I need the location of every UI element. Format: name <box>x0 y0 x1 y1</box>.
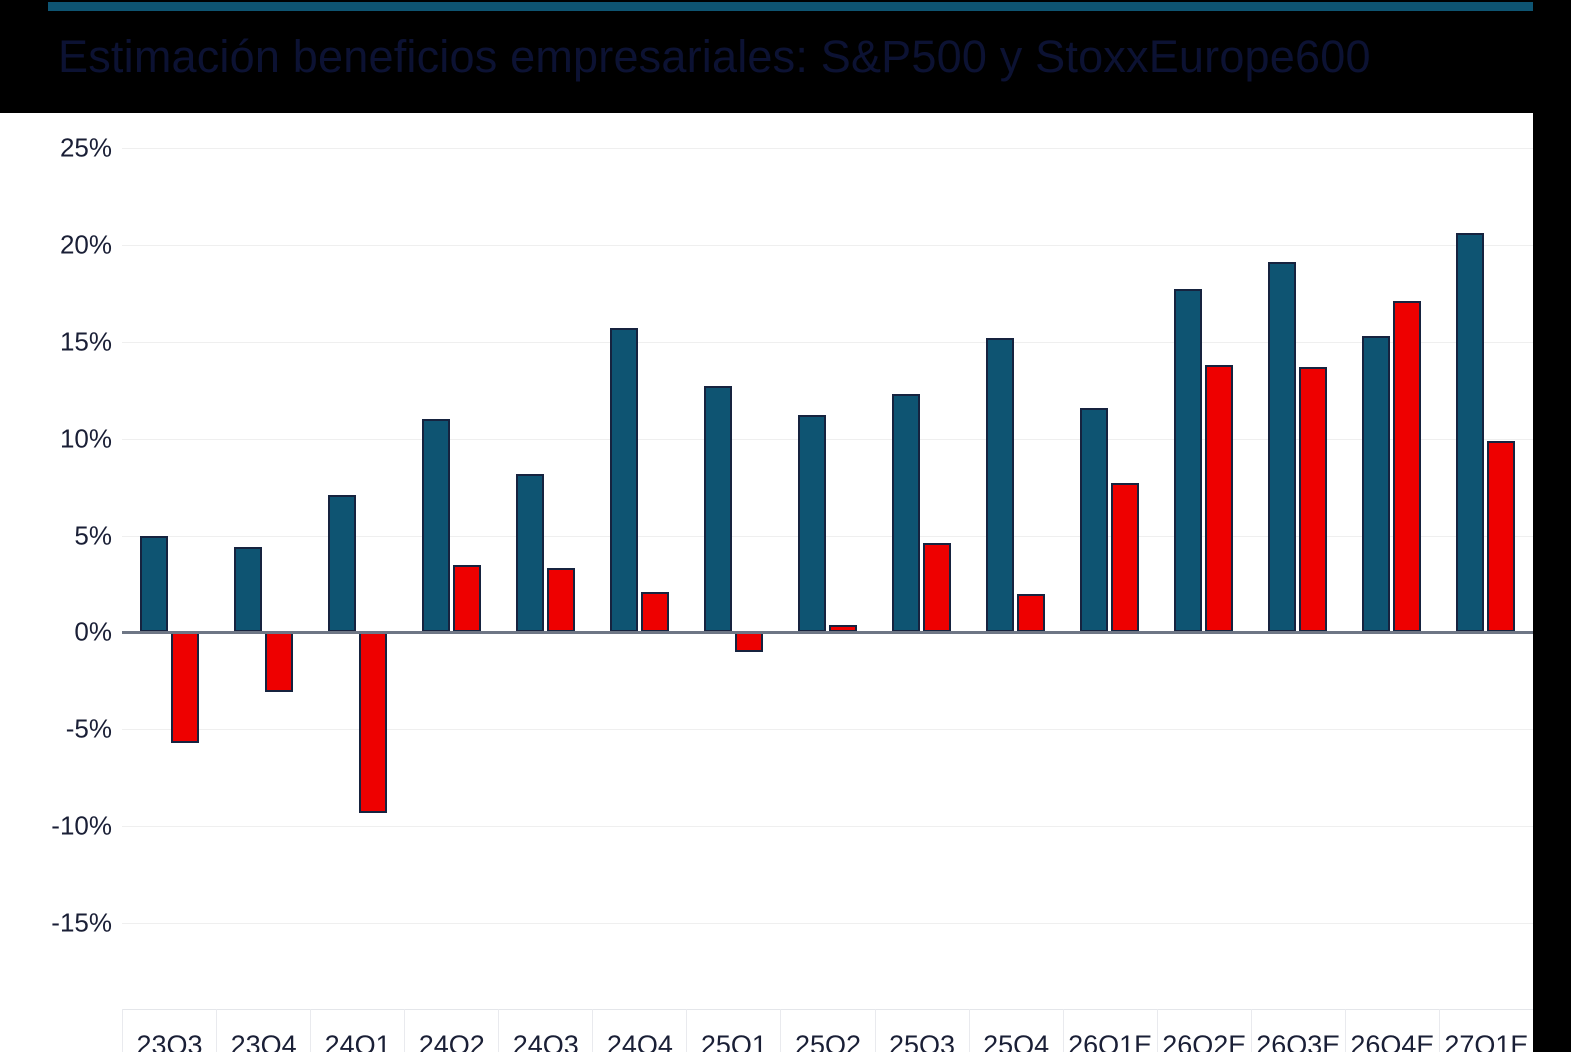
bar-s-p-500-24Q3 <box>515 473 544 633</box>
bar-s-p-500-24Q2 <box>421 419 450 633</box>
table-column-header: 26Q2E <box>1156 1009 1251 1052</box>
bar-s-p-500-25Q4 <box>986 337 1015 633</box>
y-axis-tick-label: -15% <box>51 907 112 938</box>
bar-stoxx-600-27Q1E <box>1487 440 1516 633</box>
bar-stoxx-600-25Q4 <box>1017 593 1046 633</box>
page-title: Estimación beneficios empresariales: S&P… <box>58 31 1371 82</box>
table-column-header: 25Q2 <box>780 1009 874 1052</box>
table-column-header: 24Q4 <box>592 1009 686 1052</box>
bar-s-p-500-26Q3E <box>1268 262 1297 633</box>
table-column-header: 25Q4 <box>968 1009 1063 1052</box>
table-header-row: 23Q3 23Q4 24Q1 24Q2 24Q3 24Q4 25Q1 25Q2 25Q3 25Q4… <box>0 1009 1533 1052</box>
chart-canvas: 25% 20% 15% 10% 5% 0% -5% -10% -15% 23Q3 23Q4 24Q1… <box>0 113 1533 1052</box>
bar-s-p-500-27Q1E <box>1456 233 1485 633</box>
bar-stoxx-600-26Q1E <box>1111 483 1140 633</box>
y-axis: 25% 20% 15% 10% 5% 0% -5% -10% -15% <box>0 133 112 938</box>
y-axis-tick-label: 15% <box>59 326 112 357</box>
bar-s-p-500-26Q4E <box>1362 335 1391 633</box>
table-column-header: 24Q3 <box>498 1009 592 1052</box>
zero-axis-line <box>122 631 1533 635</box>
table-column-header: 25Q1 <box>686 1009 780 1052</box>
bar-s-p-500-25Q2 <box>798 415 826 633</box>
y-axis-tick-label: 5% <box>74 520 112 550</box>
bar-s-p-500-25Q1 <box>703 386 732 633</box>
gridline <box>122 148 1533 149</box>
table-column-header: 25Q3 <box>874 1009 969 1052</box>
bar-s-p-500-26Q1E <box>1080 407 1109 633</box>
plot-area <box>122 148 1533 924</box>
table-column-header: 26Q3E <box>1250 1009 1345 1052</box>
table-column-header: 27Q1E <box>1438 1009 1533 1052</box>
gridline <box>122 826 1533 828</box>
table-column-header: 26Q1E <box>1062 1009 1157 1052</box>
bar-stoxx-600-23Q3 <box>170 632 199 743</box>
y-axis-tick-label: 20% <box>59 229 112 260</box>
gridline <box>122 729 1533 731</box>
gridline <box>122 923 1533 924</box>
bar-s-p-500-24Q1 <box>327 494 356 633</box>
bar-stoxx-600-24Q1 <box>358 632 387 813</box>
top-accent-bar <box>48 2 1533 11</box>
table-top-divider <box>122 1009 1533 1010</box>
table-column-header: 24Q1 <box>310 1009 404 1052</box>
y-axis-tick-label: 10% <box>59 423 112 454</box>
header-legend-cell <box>0 1009 122 1052</box>
bar-stoxx-600-26Q2E <box>1205 365 1234 633</box>
bar-stoxx-600-26Q3E <box>1299 366 1328 633</box>
bar-stoxx-600-26Q4E <box>1393 301 1422 633</box>
table-column-header: 24Q2 <box>404 1009 498 1052</box>
gridline <box>122 244 1533 246</box>
bar-s-p-500-26Q2E <box>1174 289 1203 633</box>
table-column-header: 23Q4 <box>216 1009 310 1052</box>
gridline <box>122 535 1533 537</box>
bar-stoxx-600-24Q4 <box>640 591 669 633</box>
gridline <box>122 438 1533 440</box>
y-axis-tick-label: -5% <box>65 713 112 744</box>
bar-s-p-500-24Q4 <box>609 328 638 633</box>
bar-s-p-500-23Q3 <box>139 535 168 633</box>
table-column-header: 26Q4E <box>1344 1009 1439 1052</box>
bar-stoxx-600-25Q3 <box>923 543 952 633</box>
bar-stoxx-600-24Q3 <box>546 568 575 633</box>
bar-stoxx-600-23Q4 <box>264 632 293 693</box>
table-column-header: 23Q3 <box>122 1009 216 1052</box>
gridline <box>122 341 1533 343</box>
bar-stoxx-600-25Q1 <box>734 632 763 652</box>
bar-s-p-500-25Q3 <box>892 394 921 633</box>
data-table: 23Q3 23Q4 24Q1 24Q2 24Q3 24Q4 25Q1 25Q2 25Q3 25Q4… <box>0 1009 1533 1052</box>
y-axis-tick-label: 0% <box>74 616 112 647</box>
y-axis-tick-label: -10% <box>51 810 112 841</box>
bar-stoxx-600-24Q2 <box>452 564 481 633</box>
bar-s-p-500-23Q4 <box>233 547 262 633</box>
y-axis-tick-label: 25% <box>59 132 112 163</box>
